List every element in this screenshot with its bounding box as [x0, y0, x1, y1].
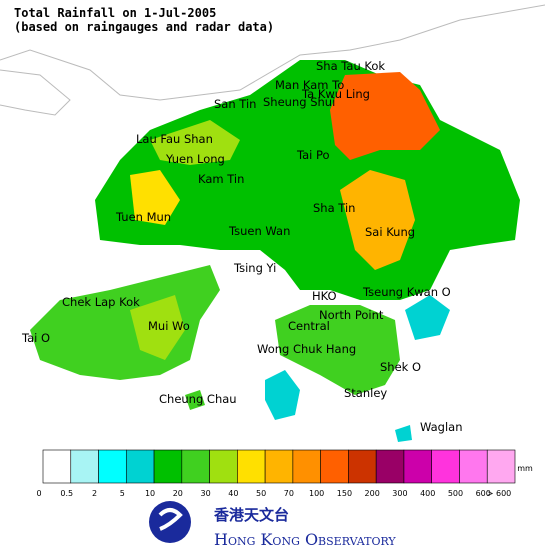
place-label: Man Kam To — [275, 78, 344, 92]
lantau-island — [30, 265, 220, 380]
place-label: Lau Fau Shan — [136, 132, 213, 146]
place-label: Sheung Shui — [263, 95, 335, 109]
legend-swatch — [70, 449, 99, 484]
legend-swatch — [153, 449, 183, 484]
place-label: Sha Tau Kok — [316, 59, 385, 73]
legend-label: 50 — [256, 489, 266, 498]
place-label: Tsuen Wan — [228, 224, 290, 238]
legend-swatch — [209, 449, 238, 484]
place-label: Mui Wo — [148, 319, 190, 333]
legend-swatch — [292, 449, 321, 484]
rain-area — [405, 295, 450, 340]
title: Total Rainfall on 1-Jul-2005 — [14, 6, 216, 20]
legend-swatch — [431, 449, 460, 484]
place-label: Cheung Chau — [159, 392, 237, 406]
legend-label: 70 — [284, 489, 294, 498]
legend-swatch — [42, 449, 72, 484]
lamma-island — [265, 370, 300, 420]
legend-label: 500 — [448, 489, 463, 498]
legend-swatch — [320, 449, 349, 484]
legend-unit: mm — [517, 464, 533, 473]
legend-swatch — [264, 449, 294, 484]
legend-swatch — [486, 449, 516, 484]
legend-label: 40 — [228, 489, 238, 498]
legend-label: 0.5 — [60, 489, 73, 498]
place-label: Stanley — [344, 386, 387, 400]
place-label: Tsing Yi — [233, 261, 276, 275]
legend-swatch — [375, 449, 405, 484]
rain-area — [130, 295, 185, 360]
place-label: Waglan — [420, 420, 463, 434]
legend-label: 600 — [476, 489, 491, 498]
rain-area — [130, 170, 180, 225]
place-label: Central — [288, 319, 330, 333]
legend-swatch — [403, 449, 433, 484]
place-label: Sai Kung — [365, 225, 415, 239]
legend-label: 0 — [36, 489, 41, 498]
island — [395, 425, 412, 442]
logo-swirl — [158, 508, 183, 531]
hong-kong-island — [275, 305, 400, 395]
legend-swatch — [125, 449, 155, 484]
place-label: Tai O — [21, 331, 50, 345]
legend-label: 10 — [145, 489, 155, 498]
mainland-coast — [0, 4, 545, 101]
legend-swatch — [459, 449, 488, 484]
map-layer — [0, 4, 545, 442]
legend-swatch — [348, 449, 377, 484]
legend-swatch — [98, 449, 127, 484]
place-label: San Tin — [214, 97, 256, 111]
heavy-rain-area — [330, 72, 440, 160]
logo-english: Hong Kong Observatory — [214, 530, 396, 549]
legend-label: 400 — [420, 489, 435, 498]
coast-line — [0, 69, 71, 116]
legend-label: 300 — [392, 489, 407, 498]
place-label: Chek Lap Kok — [62, 295, 140, 309]
subtitle: (based on raingauges and radar data) — [14, 20, 274, 34]
legend-swatch — [181, 449, 210, 484]
place-label: North Point — [319, 308, 384, 322]
logo-chinese: 香港天文台 — [214, 506, 289, 524]
place-label: Sha Tin — [313, 201, 355, 215]
place-label: Kam Tin — [198, 172, 244, 186]
legend-label: 5 — [120, 489, 125, 498]
place-label: Yuen Long — [165, 152, 225, 166]
place-label: Tai Po — [296, 148, 330, 162]
island — [185, 390, 205, 410]
rain-area — [340, 170, 415, 270]
logo: 香港天文台 Hong Kong Observatory — [149, 501, 396, 549]
legend-label: 100 — [309, 489, 324, 498]
legend-swatch — [237, 449, 266, 484]
place-label: Tuen Mun — [115, 210, 171, 224]
legend-label: 20 — [173, 489, 183, 498]
legend-label: > 600 — [487, 489, 512, 498]
place-label: HKO — [312, 289, 337, 303]
legend-label: 200 — [365, 489, 380, 498]
place-label: Wong Chuk Hang — [257, 342, 356, 356]
legend-label: 2 — [92, 489, 97, 498]
rain-area — [150, 120, 240, 165]
legend-label: 150 — [337, 489, 352, 498]
place-label: Shek O — [380, 360, 421, 374]
legend-label: 30 — [200, 489, 210, 498]
place-label: Tseung Kwan O — [362, 285, 451, 299]
place-label: Ta Kwu Ling — [301, 87, 370, 101]
